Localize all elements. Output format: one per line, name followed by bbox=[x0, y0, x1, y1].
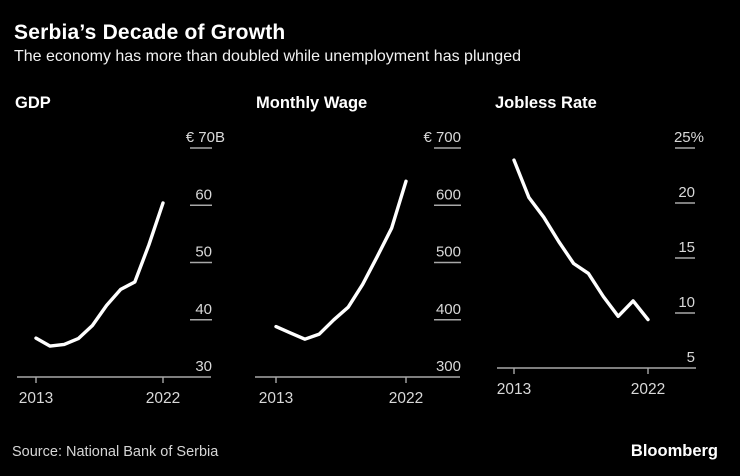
x-axis-label: 2022 bbox=[146, 390, 180, 407]
series-line-monthly-wage bbox=[274, 179, 408, 341]
x-axis-label: 2013 bbox=[259, 390, 293, 407]
y-axis-label: 25% bbox=[674, 129, 704, 146]
bloomberg-logo: Bloomberg bbox=[630, 442, 718, 460]
y-axis-label: 15 bbox=[678, 239, 695, 256]
y-axis-label: 60 bbox=[195, 186, 212, 203]
y-axis-label: 400 bbox=[436, 301, 461, 318]
y-axis-label: 30 bbox=[195, 358, 212, 375]
y-axis-label: € 70B bbox=[186, 129, 225, 146]
y-axis-label: 20 bbox=[678, 184, 695, 201]
x-axis-label: 2013 bbox=[497, 381, 531, 398]
x-axis-label: 2022 bbox=[631, 381, 665, 398]
page-title: Serbia’s Decade of Growth bbox=[14, 21, 286, 44]
y-axis-label: 500 bbox=[436, 244, 461, 261]
y-axis-label: 5 bbox=[687, 349, 695, 366]
y-axis-label: 10 bbox=[678, 294, 695, 311]
x-axis-label: 2013 bbox=[19, 390, 53, 407]
y-axis-label: 50 bbox=[195, 244, 212, 261]
chart-title-jobless-rate: Jobless Rate bbox=[495, 94, 597, 112]
y-axis-label: 300 bbox=[436, 358, 461, 375]
page-subtitle: The economy has more than doubled while … bbox=[14, 48, 521, 65]
chart-title-gdp: GDP bbox=[15, 94, 51, 112]
x-axis-label: 2022 bbox=[389, 390, 423, 407]
y-axis-label: 600 bbox=[436, 186, 461, 203]
series-line-jobless-rate bbox=[512, 158, 650, 322]
y-axis-label: 40 bbox=[195, 301, 212, 318]
source-note: Source: National Bank of Serbia bbox=[12, 444, 219, 460]
chart-title-monthly-wage: Monthly Wage bbox=[256, 94, 368, 112]
y-axis-label: € 700 bbox=[423, 129, 461, 146]
series-line-gdp bbox=[34, 201, 165, 348]
